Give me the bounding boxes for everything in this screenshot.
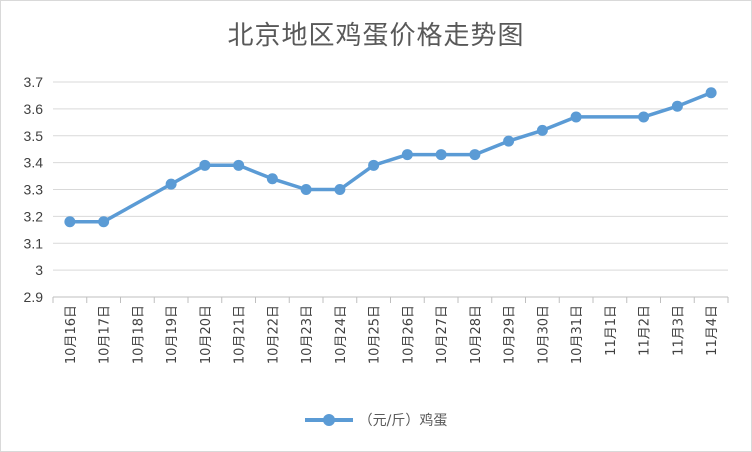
data-point (570, 111, 582, 123)
gridlines (53, 81, 728, 298)
data-point (199, 159, 211, 171)
x-tick-label: 11月2日 (638, 305, 653, 356)
x-tick-label: 10月21日 (233, 305, 248, 364)
x-tick-label: 10月30日 (536, 305, 551, 364)
x-tick-label: 10月20日 (199, 305, 214, 364)
series-line-path (69, 91, 712, 224)
y-tick-label: 2.9 (24, 289, 44, 305)
y-tick-label: 3 (35, 262, 43, 278)
x-axis: 10月16日 10月17日 10月18日 10月19日 10月20日 10月21日 10月2… (52, 296, 729, 364)
x-tick-label: 10月23日 (300, 305, 315, 364)
x-tick-label: 11月1日 (604, 305, 619, 356)
y-axis-ticks: 2.9 3 3.1 3.2 3.3 3.4 3.5 3.6 3.7 (24, 74, 44, 305)
data-point (64, 216, 76, 228)
x-tick-label: 10月26日 (401, 305, 416, 364)
x-tick-label: 10月22日 (266, 305, 281, 364)
legend: （元/斤）鸡蛋 (1, 410, 751, 430)
x-tick-label: 10月25日 (368, 305, 383, 364)
data-point (705, 87, 717, 99)
y-tick-label: 3.7 (24, 74, 44, 90)
x-tick-label: 10月18日 (131, 305, 146, 364)
x-tick-label: 11月4日 (705, 305, 720, 356)
data-point (503, 135, 515, 147)
legend-marker (304, 413, 353, 427)
x-tick-label: 10月19日 (165, 305, 180, 364)
legend-label: （元/斤）鸡蛋 (358, 413, 448, 429)
x-tick-label: 10月31日 (570, 305, 585, 364)
data-point (98, 216, 110, 228)
x-tick-label: 11月3日 (671, 305, 686, 356)
data-point (536, 124, 548, 136)
x-tick-label: 10月27日 (435, 305, 450, 364)
data-point (638, 111, 650, 123)
chart-title: 北京地区鸡蛋价格走势图 (227, 21, 525, 51)
data-point (368, 159, 380, 171)
x-tick-label: 10月24日 (334, 305, 349, 364)
y-tick-label: 3.6 (24, 101, 44, 117)
y-tick-label: 3.3 (24, 182, 44, 198)
x-tick-label: 10月16日 (64, 305, 79, 364)
x-tick-label: 10月28日 (469, 305, 484, 364)
data-point (233, 159, 245, 171)
data-point (266, 173, 278, 185)
data-point (300, 184, 312, 195)
data-point (671, 100, 683, 112)
data-point (334, 184, 346, 195)
data-point (435, 149, 447, 161)
y-tick-label: 3.1 (24, 235, 44, 251)
series-line (64, 87, 717, 228)
y-tick-label: 3.2 (24, 208, 44, 224)
x-tick-label: 10月29日 (503, 305, 518, 364)
x-tick-label: 10月17日 (98, 305, 113, 364)
y-tick-label: 3.4 (24, 155, 44, 171)
data-point (165, 178, 177, 190)
y-tick-label: 3.5 (24, 128, 44, 144)
data-point (469, 149, 481, 161)
data-point (401, 149, 413, 161)
